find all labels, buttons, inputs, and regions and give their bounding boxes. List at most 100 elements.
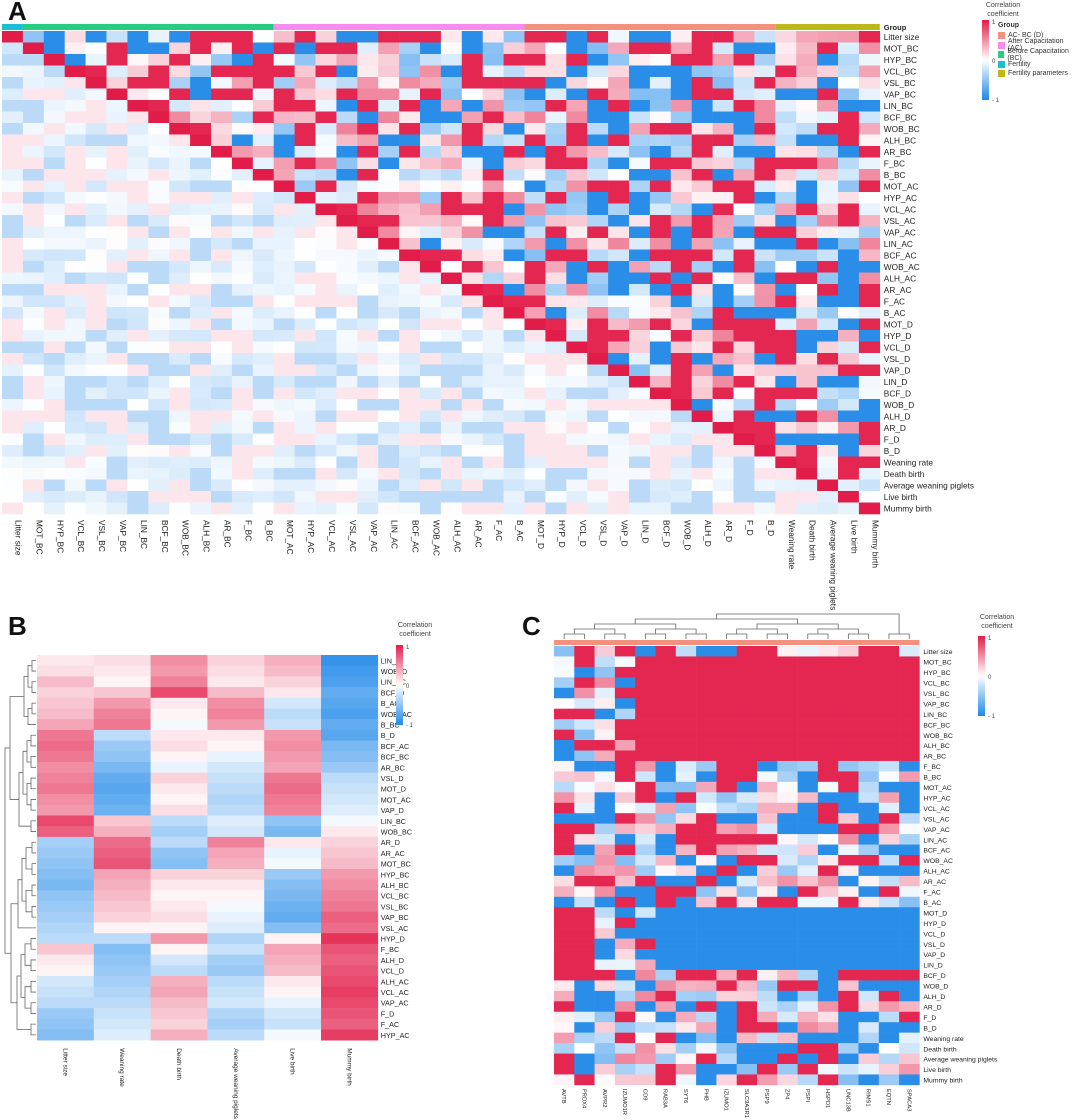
heatmap-a-cell (817, 100, 839, 112)
heatmap-a-cell (670, 157, 692, 170)
heatmap-b-cell (321, 954, 379, 966)
heatmap-a-cell (440, 215, 463, 227)
heatmap-a-col-label: WOB_D (682, 520, 692, 550)
heatmap-a-row-label: Average weaning piglets (884, 480, 974, 490)
heatmap-a-cell (211, 215, 233, 227)
heatmap-a-cell (566, 203, 588, 216)
heatmap-a-cell (817, 364, 839, 377)
heatmap-c-cell (635, 646, 656, 657)
heatmap-a-cell (190, 502, 212, 515)
heatmap-a-cell (712, 31, 734, 43)
heatmap-a-cell (211, 353, 233, 365)
dendrogram-link (31, 681, 36, 693)
heatmap-c-cell (655, 750, 677, 762)
heatmap-a-cell (399, 410, 421, 423)
heatmap-a-cell (733, 341, 755, 354)
heatmap-a-cell (231, 353, 254, 365)
heatmap-a-cell (775, 307, 797, 319)
heatmap-a-cell (231, 203, 254, 216)
heatmap-a-cell (608, 226, 630, 239)
heatmap-a-cell (440, 42, 463, 55)
heatmap-a-cell (211, 169, 233, 181)
heatmap-a-cell (838, 284, 860, 296)
heatmap-a-cell (399, 433, 421, 446)
heatmap-b-row-label: AR_D (381, 838, 400, 847)
heatmap-c-cell (614, 1022, 636, 1033)
heatmap-a-cell (482, 238, 504, 250)
heatmap-c-cell (838, 823, 859, 835)
heatmap-a-cell (545, 77, 567, 89)
heatmap-c-cell (757, 771, 778, 783)
heatmap-a-cell (649, 422, 672, 434)
heatmap-a-cell (566, 376, 588, 388)
heatmap-a-cell (190, 146, 212, 158)
heatmap-b-cell (207, 997, 265, 1009)
heatmap-c-cell (838, 729, 859, 741)
heatmap-c-cell (777, 760, 798, 772)
heatmap-a-cell (211, 226, 233, 239)
heatmap-a-cell (420, 445, 442, 457)
heatmap-c-cell (554, 1043, 575, 1054)
heatmap-c-cell (594, 980, 616, 992)
heatmap-a-cell (252, 272, 274, 285)
heatmap-a-cell (43, 146, 65, 158)
heatmap-a-cell (608, 249, 630, 262)
heatmap-a-cell (148, 123, 170, 135)
heatmap-a-cell (22, 410, 45, 423)
heatmap-a-cell (858, 479, 881, 492)
heatmap-c-cell (757, 823, 778, 835)
heatmap-a-cell (524, 353, 546, 365)
heatmap-a-cell (169, 157, 191, 170)
heatmap-a-cell (273, 307, 295, 319)
heatmap-a-cell (482, 399, 504, 411)
heatmap-a-cell (524, 65, 546, 78)
heatmap-a-cell (712, 54, 734, 66)
heatmap-c-cell (899, 687, 920, 699)
heatmap-a-cell (524, 307, 546, 319)
dendrogram-link (736, 628, 778, 634)
heatmap-a-cell (440, 410, 463, 423)
heatmap-a-cell (775, 353, 797, 365)
heatmap-c-cell (696, 781, 717, 793)
heatmap-a-cell (649, 479, 672, 492)
heatmap-a-cell (461, 468, 483, 480)
heatmap-a-cell (273, 88, 295, 101)
heatmap-c-cell (554, 990, 575, 1002)
heatmap-a-cell (127, 88, 149, 101)
heatmap-c-cell (817, 729, 839, 741)
legend-label: Fertility parameters (1008, 70, 1068, 77)
heatmap-c-cell (817, 886, 839, 898)
heatmap-a-cell (106, 433, 128, 446)
heatmap-c-cell (797, 865, 819, 877)
heatmap-a-cell (587, 77, 609, 89)
heatmap-a-cell (566, 169, 588, 181)
heatmap-a-cell (587, 226, 609, 239)
heatmap-a-cell (691, 353, 713, 365)
heatmap-a-cell (315, 77, 337, 89)
heatmap-a-cell (22, 387, 45, 400)
heatmap-c-row-label: LIN_D (923, 963, 942, 970)
heatmap-a-cell (649, 111, 672, 124)
heatmap-a-cell (524, 318, 546, 331)
heatmap-a-cell (127, 364, 149, 377)
heatmap-c-cell (554, 729, 575, 741)
heatmap-a-cell (399, 88, 421, 101)
heatmap-c-cell (614, 865, 636, 877)
heatmap-c-cell (574, 771, 595, 783)
heatmap-a-cell (169, 146, 191, 158)
heatmap-a-cell (315, 364, 337, 377)
heatmap-c-cell (675, 886, 697, 898)
heatmap-a-cell (461, 399, 483, 411)
heatmap-a-cell (566, 479, 588, 492)
heatmap-c-cell (574, 729, 595, 741)
heatmap-a-cell (2, 169, 24, 181)
heatmap-c-cell (594, 875, 616, 887)
heatmap-a-cell (231, 376, 254, 388)
heatmap-a-cell (64, 353, 86, 365)
heatmap-a-cell (357, 284, 379, 296)
heatmap-a-cell (587, 502, 609, 515)
heatmap-c-cell (878, 708, 900, 720)
heatmap-c-cell (635, 834, 656, 845)
heatmap-c-cell (858, 760, 880, 772)
heatmap-a-cell (148, 341, 170, 354)
